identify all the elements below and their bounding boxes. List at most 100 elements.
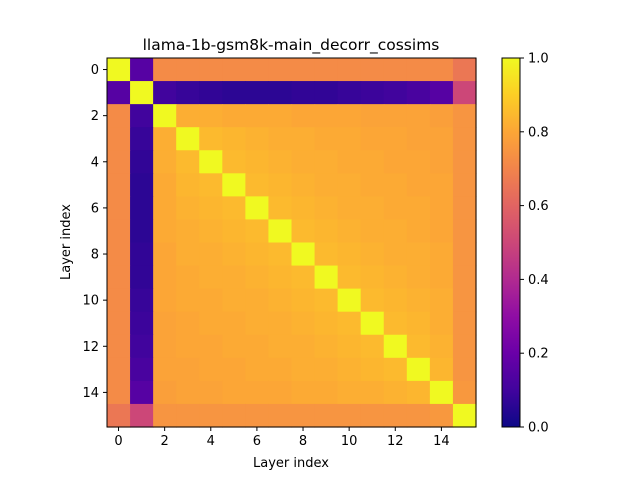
heatmap-cell xyxy=(268,196,293,221)
heatmap-cell xyxy=(107,173,131,197)
heatmap-cell xyxy=(314,311,339,336)
heatmap-cell xyxy=(452,127,477,151)
heatmap-cell xyxy=(314,403,339,428)
heatmap-cell xyxy=(176,150,200,174)
heatmap-cell xyxy=(429,127,454,151)
heatmap-cell xyxy=(314,58,339,82)
heatmap-cell xyxy=(153,127,177,151)
heatmap-cell xyxy=(222,58,246,82)
heatmap-cell xyxy=(153,311,177,336)
heatmap-cell xyxy=(429,196,454,221)
heatmap-cell xyxy=(360,334,385,359)
heatmap-cell xyxy=(153,265,177,290)
heatmap-cell xyxy=(383,173,408,197)
heatmap-cell xyxy=(452,357,477,382)
heatmap-cell xyxy=(360,219,385,244)
heatmap-cell xyxy=(130,173,154,197)
heatmap-cell xyxy=(153,81,177,105)
heatmap-cell xyxy=(291,150,316,174)
heatmap-cell xyxy=(199,311,223,336)
heatmap-cell xyxy=(153,288,177,313)
heatmap-cell xyxy=(452,288,477,313)
heatmap-cell xyxy=(222,219,246,244)
heatmap-cell xyxy=(153,196,177,221)
heatmap-cell xyxy=(452,58,477,82)
heatmap-cell xyxy=(222,288,246,313)
heatmap-cell xyxy=(406,81,431,105)
y-tick-label: 0 xyxy=(91,63,99,78)
heatmap-cell xyxy=(245,334,270,359)
heatmap-cell xyxy=(268,403,293,428)
heatmap-cell xyxy=(222,242,246,267)
heatmap-cell xyxy=(245,150,270,174)
x-tick-label: 12 xyxy=(387,434,404,449)
heatmap-cell xyxy=(291,288,316,313)
heatmap-cell xyxy=(314,219,339,244)
heatmap-cell xyxy=(337,288,362,313)
heatmap-cell xyxy=(222,150,246,174)
heatmap-cell xyxy=(291,334,316,359)
heatmap-cell xyxy=(107,196,131,221)
heatmap-cell xyxy=(291,219,316,244)
heatmap-cell xyxy=(291,127,316,151)
heatmap-cell xyxy=(452,380,477,405)
heatmap-cell xyxy=(107,357,131,382)
heatmap-cell xyxy=(383,81,408,105)
heatmap-cell xyxy=(130,127,154,151)
heatmap-cell xyxy=(199,334,223,359)
heatmap-cell xyxy=(406,196,431,221)
heatmap-cell xyxy=(406,288,431,313)
heatmap-cell xyxy=(314,380,339,405)
heatmap-cell xyxy=(176,173,200,197)
heatmap-cell xyxy=(383,150,408,174)
heatmap-cell xyxy=(429,311,454,336)
heatmap-cell xyxy=(337,150,362,174)
heatmap-cell xyxy=(360,196,385,221)
plot-frame xyxy=(106,57,477,428)
heatmap-cell xyxy=(153,403,177,428)
heatmap-cell xyxy=(199,173,223,197)
heatmap-cell xyxy=(337,81,362,105)
heatmap-cell xyxy=(314,265,339,290)
heatmap-cell xyxy=(199,357,223,382)
heatmap-cell xyxy=(314,357,339,382)
heatmap-cell xyxy=(383,288,408,313)
heatmap-cell xyxy=(176,58,200,82)
heatmap-cell xyxy=(245,104,270,128)
heatmap-cell xyxy=(452,219,477,244)
heatmap-cell xyxy=(383,311,408,336)
heatmap-cell xyxy=(360,58,385,82)
heatmap-cell xyxy=(268,334,293,359)
heatmap-cell xyxy=(176,196,200,221)
heatmap-cell xyxy=(452,242,477,267)
heatmap-cell xyxy=(199,196,223,221)
heatmap-cell xyxy=(199,380,223,405)
heatmap-cell xyxy=(337,58,362,82)
heatmap-cell xyxy=(291,265,316,290)
heatmap-cell xyxy=(222,104,246,128)
heatmap-cell xyxy=(130,403,154,428)
y-axis-label: Layer index xyxy=(59,204,74,280)
heatmap-cell xyxy=(153,219,177,244)
heatmap-cell xyxy=(383,357,408,382)
heatmap-cell xyxy=(360,104,385,128)
heatmap-cell xyxy=(107,265,131,290)
heatmap-cell xyxy=(429,403,454,428)
heatmap-cell xyxy=(291,242,316,267)
heatmap-cell xyxy=(268,380,293,405)
heatmap-cell xyxy=(406,403,431,428)
colorbar-tick-label: 0.8 xyxy=(528,125,549,140)
colorbar-tick-label: 0.6 xyxy=(528,199,549,214)
colorbar-ticks: 0.0 0.2 0.4 0.6 0.8 1.0 xyxy=(520,52,549,436)
heatmap-cell xyxy=(176,311,200,336)
heatmap-cell xyxy=(107,104,131,128)
colorbar-tick-label: 1.0 xyxy=(528,52,549,67)
heatmap-cell xyxy=(360,288,385,313)
heatmap-cell xyxy=(429,81,454,105)
heatmap-cell xyxy=(130,311,154,336)
heatmap-cell xyxy=(130,150,154,174)
heatmap-cell xyxy=(406,242,431,267)
heatmap-cell xyxy=(222,357,246,382)
heatmap-cell xyxy=(406,127,431,151)
colorbar-gradient xyxy=(502,58,520,427)
